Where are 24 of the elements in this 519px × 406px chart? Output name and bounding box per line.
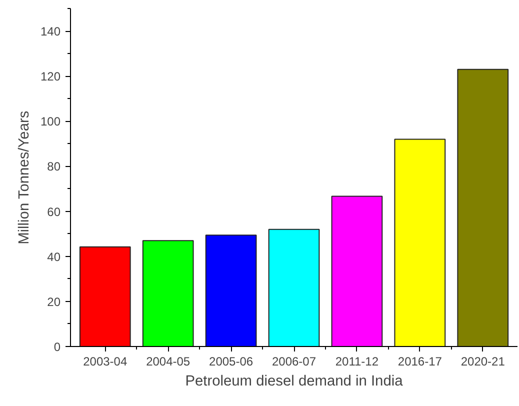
bar (268, 228, 320, 346)
bar (394, 138, 446, 346)
bar (457, 68, 509, 346)
y-tick-label: 0 (54, 340, 61, 354)
bar (331, 196, 383, 346)
y-tick-label: 140 (40, 24, 61, 39)
x-tick-label: 2020-21 (460, 354, 506, 368)
y-axis-title: Million Tonnes/Years (16, 110, 32, 244)
x-tick-label: 2003-04 (83, 354, 128, 368)
y-tick-label: 20 (47, 294, 61, 309)
x-tick-label: 2016-17 (398, 354, 442, 368)
x-tick-label: 2004-05 (146, 354, 190, 368)
x-tick-label: 2006-07 (272, 354, 316, 368)
y-tick-label: 100 (40, 114, 61, 129)
y-tick-label: 80 (47, 160, 61, 174)
bar (205, 234, 257, 346)
bar (79, 246, 131, 346)
y-tick-label: 60 (47, 204, 61, 219)
x-tick-label: 2011-12 (335, 354, 379, 368)
x-axis-title: Petroleum diesel demand in India (185, 374, 404, 390)
bar (142, 240, 194, 346)
x-tick-label: 2005-06 (209, 354, 254, 368)
y-tick-label: 120 (40, 70, 61, 84)
y-tick-label: 40 (47, 250, 61, 264)
